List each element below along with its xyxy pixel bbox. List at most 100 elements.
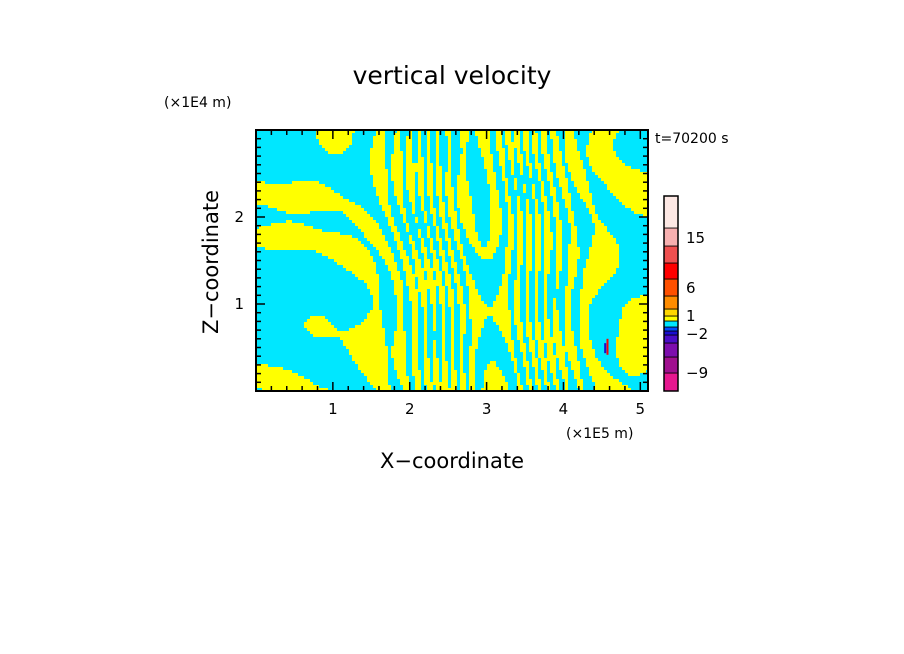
field-cell (502, 370, 515, 374)
field-cell (523, 328, 527, 332)
field-cell (526, 286, 530, 290)
field-cell (394, 367, 407, 371)
field-cell (562, 331, 566, 335)
colorbar-swatch (663, 295, 679, 310)
field-cell (346, 148, 371, 152)
field-cell (517, 217, 524, 221)
field-cell (553, 235, 557, 239)
field-cell (409, 262, 416, 266)
field-cell (352, 142, 374, 146)
field-cell (472, 199, 491, 203)
field-cell (568, 382, 578, 386)
field-cell (532, 136, 539, 140)
field-cell (418, 301, 422, 305)
field-cell (508, 223, 515, 227)
field-cell (535, 301, 539, 305)
field-cell (400, 274, 407, 278)
field-cell (439, 253, 446, 257)
field-cell (508, 298, 515, 302)
field-cell (433, 175, 437, 179)
field-cell (433, 247, 440, 251)
field-cell (442, 283, 446, 287)
field-cell (376, 265, 389, 269)
field-cell (445, 238, 452, 242)
field-cell (460, 256, 467, 260)
field-cell (430, 292, 437, 296)
field-cell (433, 343, 437, 347)
field-cell (565, 343, 575, 347)
field-cell (403, 286, 410, 290)
field-cell (523, 130, 530, 134)
field-cell (466, 232, 479, 236)
field-cell (532, 190, 536, 194)
field-cell (256, 169, 371, 173)
field-cell (394, 187, 404, 191)
field-cell (412, 328, 419, 332)
field-cell (532, 226, 536, 230)
field-cell (511, 337, 518, 341)
field-cell (475, 286, 500, 290)
field-cell (589, 334, 620, 338)
field-cell (439, 151, 449, 155)
field-cell (472, 196, 491, 200)
field-cell (553, 205, 560, 209)
field-cell (454, 331, 461, 335)
field-cell (574, 286, 584, 290)
field-cell (403, 169, 407, 173)
field-cell (529, 151, 533, 155)
field-cell (337, 328, 350, 332)
field-cell (256, 352, 350, 356)
field-cell (631, 208, 648, 212)
field-cell (499, 190, 506, 194)
field-cell (430, 229, 437, 233)
field-cell (382, 319, 398, 323)
field-cell (472, 322, 485, 326)
field-cell (520, 298, 527, 302)
field-cell (403, 151, 407, 155)
field-cell (427, 328, 434, 332)
field-cell (388, 364, 395, 368)
field-cell (376, 271, 392, 275)
field-cell (502, 331, 512, 335)
field-cell (436, 385, 449, 389)
field-cell (568, 220, 575, 224)
field-cell (589, 187, 608, 191)
field-cell (589, 313, 623, 317)
field-cell (529, 202, 536, 206)
field-cell (544, 376, 548, 380)
field-cell (532, 358, 539, 362)
field-cell (460, 274, 467, 278)
field-cell (571, 367, 581, 371)
field-cell (418, 337, 425, 341)
field-cell (466, 274, 473, 278)
field-cell (388, 196, 398, 200)
field-cell (541, 142, 548, 146)
field-cell (568, 268, 578, 272)
field-cell (418, 286, 437, 290)
field-cell (256, 223, 272, 227)
field-cell (538, 139, 542, 143)
field-cell (490, 226, 503, 230)
field-cell (439, 136, 449, 140)
field-cell (502, 373, 518, 377)
field-cell (508, 208, 512, 212)
field-cell (502, 130, 506, 134)
field-cell (403, 319, 413, 323)
field-cell (379, 250, 392, 254)
field-cell (454, 352, 461, 356)
field-cell (436, 142, 440, 146)
field-cell (481, 331, 503, 335)
field-cell (451, 226, 458, 230)
field-cell (547, 274, 557, 278)
field-cell (421, 154, 428, 158)
field-cell (523, 154, 527, 158)
field-cell (454, 361, 461, 365)
field-cell (466, 235, 479, 239)
field-cell (544, 349, 548, 353)
field-cell (256, 199, 350, 203)
field-cell (514, 235, 518, 239)
field-cell (463, 340, 473, 344)
field-cell (457, 298, 464, 302)
field-cell (511, 358, 518, 362)
field-cell (421, 151, 428, 155)
